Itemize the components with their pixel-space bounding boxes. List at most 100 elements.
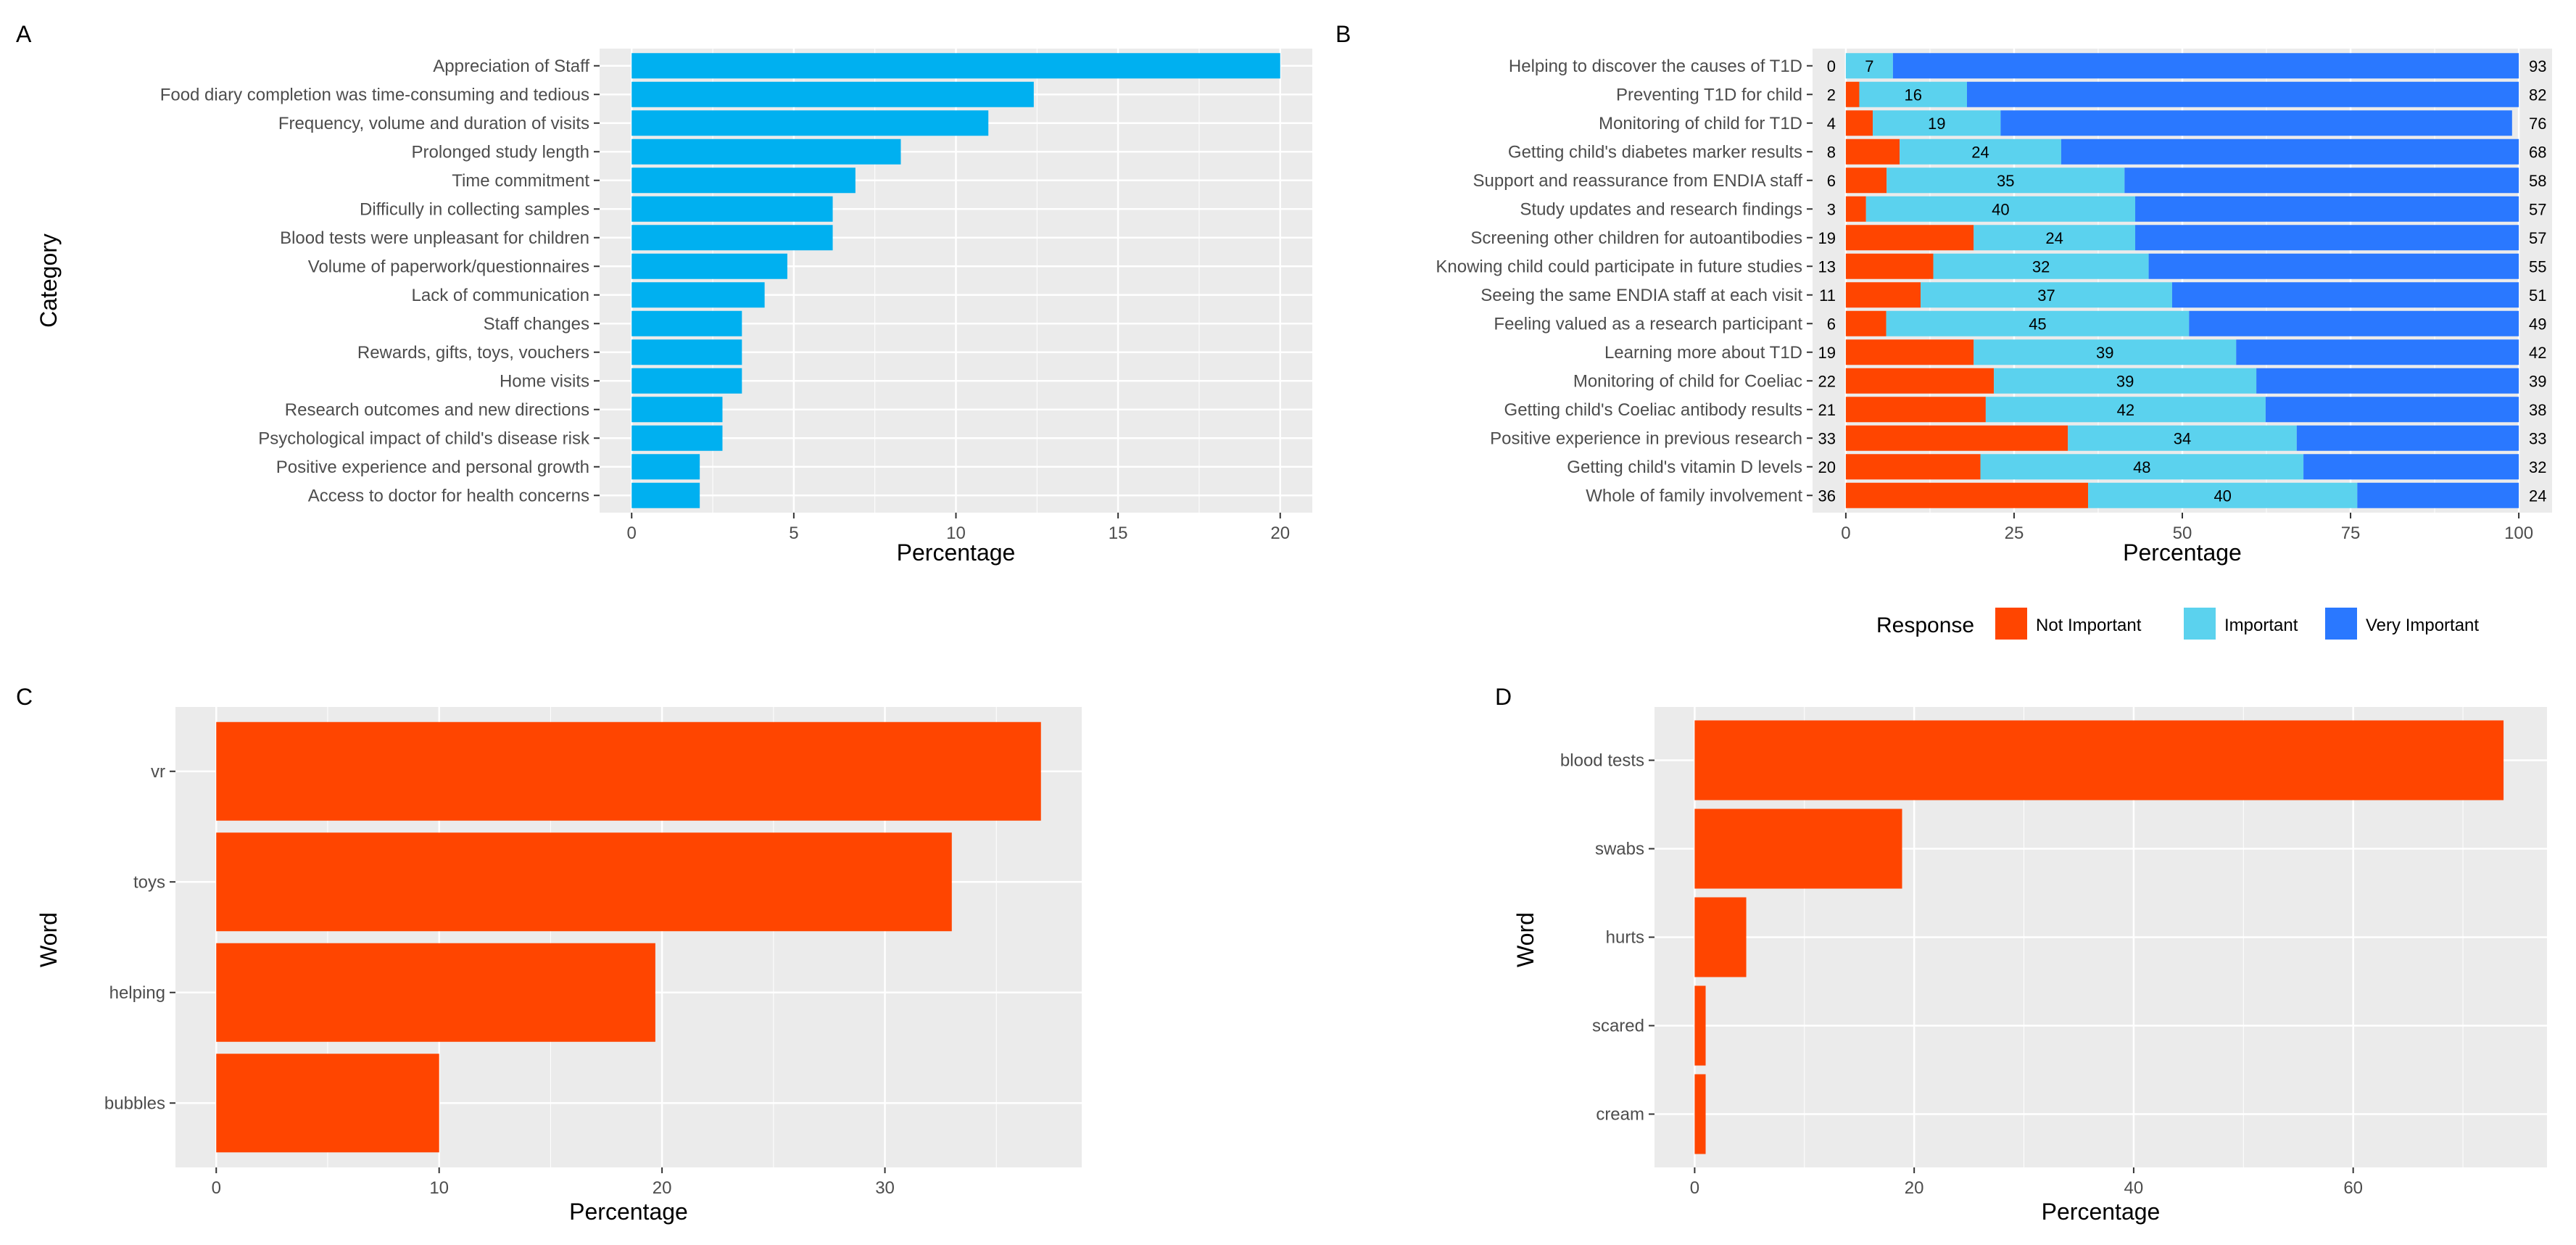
bar-vr: [216, 721, 1041, 821]
data-label-very-important: 33: [2529, 429, 2546, 447]
x-axis-title: Percentage: [2123, 539, 2242, 566]
bar-segment-not-important: [1845, 225, 1974, 251]
bar-segment-important: [1974, 339, 2237, 365]
category-label: helping: [109, 983, 165, 1003]
x-axis-title: Percentage: [2042, 1199, 2161, 1225]
category-label: hurts: [1606, 928, 1644, 948]
category-label: Whole of family involvement: [1586, 486, 1802, 505]
category-label: Frequency, volume and duration of visits: [278, 114, 589, 133]
category-label: Positive experience in previous research: [1490, 429, 1802, 448]
data-label-not-important: 0: [1827, 57, 1836, 75]
data-label-important: 45: [2029, 315, 2046, 333]
data-label-very-important: 24: [2529, 487, 2546, 505]
bar-blood-tests-were-unpleasant-for-children: [631, 225, 833, 251]
data-label-not-important: 13: [1818, 257, 1835, 276]
data-label-very-important: 68: [2529, 143, 2546, 161]
bar-segment-important: [1985, 397, 2266, 423]
data-label-important: 40: [1992, 200, 2009, 218]
bar-segment-important: [1886, 310, 2190, 336]
x-tick-label: 0: [212, 1178, 221, 1198]
data-label-very-important: 93: [2529, 57, 2546, 75]
bar-segment-very-important: [2296, 425, 2519, 451]
x-tick-label: 5: [789, 524, 798, 543]
data-label-not-important: 21: [1818, 401, 1835, 419]
category-label: Monitoring of child for Coeliac: [1573, 371, 1802, 391]
data-label-important: 37: [2037, 286, 2055, 305]
data-label-very-important: 38: [2529, 401, 2546, 419]
category-label: Positive experience and personal growth: [276, 458, 589, 477]
bar-segment-not-important: [1845, 310, 1887, 336]
x-tick-label: 20: [1905, 1178, 1924, 1198]
bar-segment-very-important: [2000, 110, 2512, 136]
category-label: Staff changes: [484, 314, 589, 334]
panel-label-c: C: [16, 684, 33, 710]
bar-segment-very-important: [2189, 310, 2519, 336]
bar-segment-important: [2088, 482, 2358, 508]
bar-segment-not-important: [1845, 282, 1921, 308]
x-tick-label: 100: [2504, 524, 2533, 543]
bar-segment-important: [1859, 81, 1967, 107]
data-label-important: 39: [2116, 372, 2134, 390]
category-label: Research outcomes and new directions: [285, 400, 589, 420]
data-label-not-important: 19: [1818, 344, 1835, 362]
data-label-not-important: 20: [1818, 458, 1835, 476]
bar-appreciation-of-staff: [631, 53, 1280, 79]
data-label-important: 42: [2117, 401, 2134, 419]
x-axis-title: Percentage: [897, 539, 1016, 566]
bar-segment-very-important: [1892, 53, 2519, 79]
bar-segment-important: [1887, 167, 2125, 194]
bar-scared: [1694, 985, 1706, 1066]
data-label-important: 16: [1904, 86, 1921, 104]
category-label: Rewards, gifts, toys, vouchers: [357, 343, 589, 363]
category-label: Preventing T1D for child: [1616, 85, 1802, 104]
category-label: Lack of communication: [412, 286, 589, 305]
x-tick-label: 0: [1841, 524, 1850, 543]
bar-segment-not-important: [1845, 253, 1934, 279]
category-label: vr: [151, 762, 165, 782]
data-label-important: 24: [2045, 229, 2063, 247]
category-label: Time commitment: [452, 171, 589, 191]
bar-segment-not-important: [1845, 482, 2089, 508]
bar-segment-very-important: [2171, 282, 2519, 308]
data-label-not-important: 33: [1818, 429, 1835, 447]
x-axis-title: Percentage: [569, 1199, 688, 1225]
category-label: blood tests: [1560, 751, 1644, 771]
bar-segment-not-important: [1845, 138, 1900, 165]
y-axis-title: Word: [36, 912, 62, 967]
category-label: Getting child's vitamin D levels: [1567, 458, 1802, 477]
data-label-not-important: 4: [1827, 115, 1836, 133]
bar-research-outcomes-and-new-directions: [631, 397, 723, 423]
bar-segment-very-important: [2135, 196, 2519, 222]
bar-helping: [216, 943, 655, 1042]
category-label: Food diary completion was time-consuming…: [160, 85, 589, 104]
panel-label-d: D: [1495, 684, 1512, 710]
category-label: Volume of paperwork/questionnaires: [308, 257, 589, 276]
data-label-important: 35: [1997, 172, 2014, 190]
bar-segment-important: [1900, 138, 2061, 165]
bar-psychological-impact-of-child-s-disease-risk: [631, 425, 723, 451]
data-label-very-important: 51: [2529, 286, 2546, 305]
data-label-very-important: 58: [2529, 172, 2546, 190]
category-label: Learning more about T1D: [1604, 343, 1802, 363]
bar-segment-very-important: [2265, 397, 2519, 423]
bar-time-commitment: [631, 167, 856, 194]
data-label-important: 34: [2174, 429, 2191, 447]
data-label-important: 40: [2213, 487, 2231, 505]
legend-label: Very Important: [2366, 616, 2479, 635]
x-tick-label: 20: [1270, 524, 1290, 543]
data-label-very-important: 55: [2529, 257, 2546, 276]
data-label-not-important: 2: [1827, 86, 1836, 104]
data-label-important: 48: [2133, 458, 2150, 476]
bar-toys: [216, 832, 952, 932]
bar-segment-very-important: [2357, 482, 2519, 508]
bar-segment-not-important: [1845, 339, 1974, 365]
data-label-not-important: 36: [1818, 487, 1835, 505]
category-label: Prolonged study length: [411, 142, 589, 162]
bar-cream: [1694, 1074, 1706, 1154]
legend-key-not-important: [1995, 608, 2027, 640]
data-label-very-important: 42: [2529, 344, 2546, 362]
category-label: Difficully in collecting samples: [360, 199, 589, 219]
legend-label: Important: [2224, 616, 2298, 635]
bar-segment-important: [1994, 368, 2257, 394]
